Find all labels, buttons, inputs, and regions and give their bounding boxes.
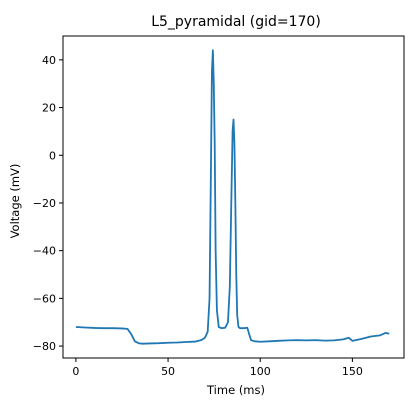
x-tick-label: 0 (72, 365, 79, 378)
x-tick-label: 50 (161, 365, 175, 378)
y-tick-label: −20 (33, 197, 56, 210)
y-tick-label: 0 (49, 149, 56, 162)
y-tick-label: 20 (42, 102, 56, 115)
x-axis-ticks: 0 50 100 150 (72, 358, 363, 378)
x-tick-label: 100 (250, 365, 271, 378)
y-tick-label: −60 (33, 292, 56, 305)
y-axis-label: Voltage (mV) (8, 164, 22, 239)
y-tick-label: −80 (33, 340, 56, 353)
y-tick-label: −40 (33, 245, 56, 258)
voltage-series-line (75, 49, 390, 345)
y-tick-label: 40 (42, 54, 56, 67)
chart-title: L5_pyramidal (gid=170) (151, 14, 321, 30)
x-axis-label: Time (ms) (206, 383, 265, 397)
x-tick-label: 150 (342, 365, 363, 378)
y-axis-ticks: −80 −60 −40 −20 0 20 40 (33, 54, 63, 353)
plot-frame (62, 35, 405, 359)
